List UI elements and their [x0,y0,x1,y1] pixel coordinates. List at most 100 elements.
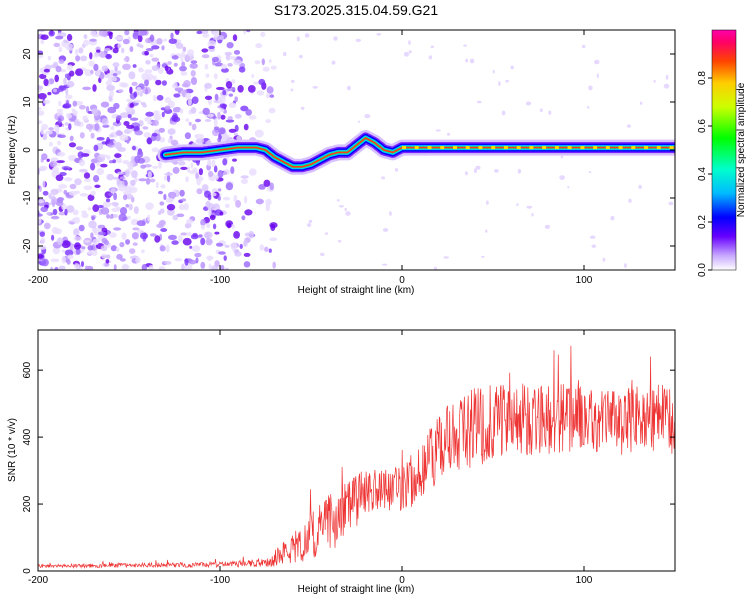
noise-blob [113,264,117,270]
noise-blob [122,63,131,70]
noise-blob [510,65,514,70]
noise-blob [204,119,212,122]
noise-blob [213,73,218,80]
noise-blob [255,43,263,49]
noise-blob [101,141,107,145]
noise-blob [207,203,215,211]
noise-blob [188,121,192,126]
noise-blob [195,137,205,144]
noise-blob [164,97,172,104]
noise-blob [76,146,83,151]
noise-blob [80,55,88,62]
noise-blob [112,62,120,68]
noise-blob [212,30,221,37]
noise-blob [376,33,382,36]
noise-blob [102,30,108,38]
noise-blob [219,35,224,41]
noise-blob [92,238,100,246]
noise-blob [40,206,48,213]
noise-blob [188,259,197,265]
y-tick-label: 20 [22,48,33,60]
noise-blob [104,254,110,259]
noise-blob [526,205,533,209]
noise-blob [40,34,49,40]
noise-blob [190,77,198,85]
noise-blob [465,58,469,63]
noise-blob [243,30,247,35]
carrier-dash [580,146,585,150]
noise-blob [610,215,615,221]
noise-blob [126,98,133,103]
noise-blob [167,61,172,65]
noise-blob [211,56,220,63]
noise-blob [78,224,85,232]
noise-blob [141,249,145,254]
noise-blob [516,203,519,206]
noise-blob [73,263,80,269]
noise-blob [77,151,84,159]
noise-blob [180,56,184,63]
noise-blob [149,53,154,58]
noise-blob [233,132,239,136]
noise-blob [58,46,63,53]
noise-blob [66,33,73,42]
noise-blob [90,69,94,75]
x-tick-label: 100 [576,575,593,586]
noise-blob [214,62,224,67]
noise-blob [266,86,274,94]
noise-blob [207,40,217,47]
noise-blob [55,65,62,73]
noise-blob [83,185,93,191]
noise-blob [464,171,468,176]
noise-blob [175,42,184,50]
carrier-dash [669,146,674,150]
noise-blob [79,168,88,173]
noise-blob [408,40,411,45]
noise-blob [79,132,85,139]
noise-blob [213,165,218,173]
noise-blob [202,107,210,116]
noise-blob [39,231,45,237]
noise-blob [225,81,233,89]
noise-blob [300,106,305,110]
noise-blob [222,196,231,201]
noise-blob [132,99,142,103]
noise-blob [218,251,226,255]
noise-blob [58,59,65,64]
noise-blob [232,158,237,162]
noise-blob [126,124,135,129]
noise-blob [87,194,95,202]
noise-blob [190,162,194,169]
noise-blob [265,203,271,212]
noise-blob [168,38,177,44]
noise-blob [109,232,117,238]
noise-blob [152,165,159,169]
noise-blob [233,59,242,66]
noise-blob [110,188,116,193]
noise-blob [85,106,90,113]
noise-blob [54,266,59,270]
noise-blob [191,96,199,104]
noise-blob [122,38,130,45]
noise-blob [69,135,74,142]
noise-blob [120,112,129,118]
noise-blob [185,118,190,122]
noise-blob [219,211,224,216]
noise-blob [115,247,120,253]
noise-blob [123,194,128,201]
noise-blob [389,211,392,216]
noise-blob [108,192,114,197]
noise-blob [210,192,217,197]
noise-blob [544,224,551,229]
noise-blob [591,244,597,248]
noise-blob [270,65,277,70]
noise-blob [151,65,159,71]
noise-blob [228,128,237,133]
noise-blob [50,157,59,162]
noise-blob [190,60,198,64]
noise-blob [145,38,151,44]
noise-blob [214,93,219,101]
noise-blob [245,109,252,116]
carrier-dash [631,146,636,150]
noise-blob [63,177,73,182]
